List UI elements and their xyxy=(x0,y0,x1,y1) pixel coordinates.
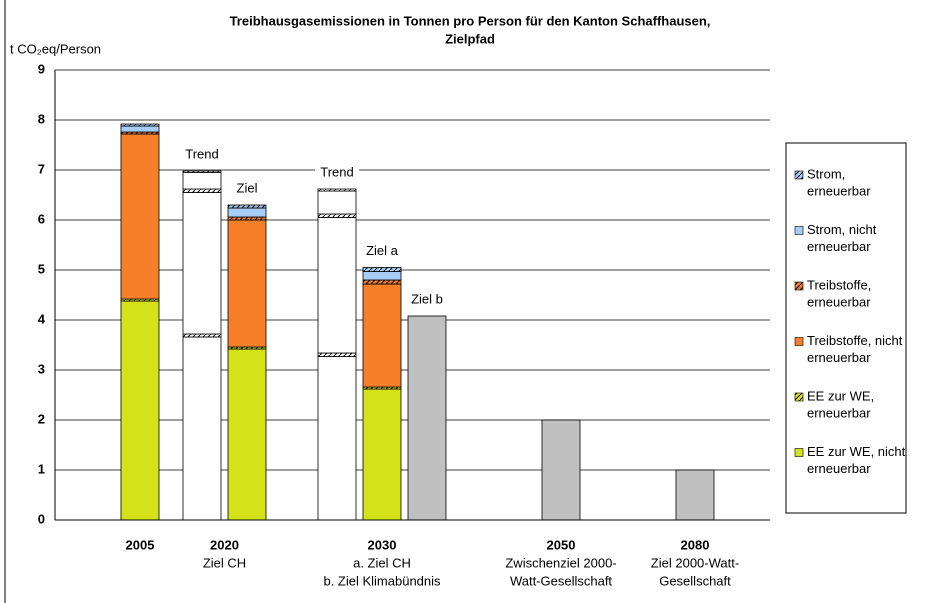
bar-segment-hatch xyxy=(183,334,221,337)
bar-segment xyxy=(227,348,267,521)
bar-segment-hatch xyxy=(183,189,221,193)
bar-label-bg xyxy=(180,147,224,163)
bar-segment-hatch xyxy=(363,280,401,284)
y-tick-label: 3 xyxy=(38,361,45,376)
legend-swatch-hatch xyxy=(795,393,803,401)
bar-segment xyxy=(182,192,222,335)
legend-swatch xyxy=(794,448,804,457)
y-tick-label: 9 xyxy=(38,61,45,76)
target-bar xyxy=(407,315,447,521)
bar-segment xyxy=(182,172,222,190)
legend-label: erneuerbar xyxy=(807,239,871,254)
bar-label-bg xyxy=(360,243,404,260)
x-tick-label: Zwischenziel 2000- xyxy=(505,555,616,570)
legend-label: Strom, nicht xyxy=(807,222,877,237)
bar-label: Trend xyxy=(185,146,218,161)
target-bar xyxy=(541,419,581,521)
bar-segment-hatch xyxy=(121,132,159,134)
y-tick-label: 1 xyxy=(38,461,45,476)
bar-label: Ziel b xyxy=(411,291,443,306)
legend-label: erneuerbar xyxy=(807,461,871,476)
legend-label: Treibstoffe, xyxy=(807,277,871,292)
legend-label: EE zur WE, xyxy=(807,388,874,403)
x-tick-label: Watt-Gesellschaft xyxy=(510,573,612,588)
x-tick-label: Ziel 2000-Watt- xyxy=(651,555,739,570)
bar-segment xyxy=(227,219,267,348)
bar-segment xyxy=(120,125,160,133)
bar-segment-hatch xyxy=(228,217,266,220)
y-tick-label: 7 xyxy=(38,161,45,176)
chart-title: Treibhausgasemissionen in Tonnen pro Per… xyxy=(230,13,711,28)
x-tick-label: 2005 xyxy=(126,537,155,552)
target-bar xyxy=(675,469,715,521)
chart-title: Zielpfad xyxy=(445,31,495,46)
bar-segment xyxy=(182,336,222,521)
legend xyxy=(785,142,907,514)
bar-label-bg xyxy=(315,165,359,181)
bar-segment-hatch xyxy=(121,124,159,126)
legend-label: EE zur WE, nicht xyxy=(807,444,906,459)
bar-label-bg xyxy=(225,181,269,197)
bar-segment-hatch xyxy=(121,299,159,301)
bar-segment-hatch xyxy=(183,171,221,173)
x-tick-label: 2050 xyxy=(547,537,576,552)
x-tick-label: Gesellschaft xyxy=(659,573,731,588)
x-tick-label: 2080 xyxy=(681,537,710,552)
bar-segment-hatch xyxy=(228,205,266,208)
bar-segment xyxy=(362,271,402,281)
y-tick-label: 6 xyxy=(38,211,45,226)
bar-segment xyxy=(227,207,267,218)
bar-segment-hatch xyxy=(228,347,266,349)
bar-label-bg xyxy=(405,292,449,308)
bar-segment xyxy=(317,217,357,354)
bar-label: Ziel a xyxy=(366,243,399,258)
x-tick-label: 2020 xyxy=(210,537,239,552)
legend-swatch xyxy=(794,226,804,235)
bar-segment xyxy=(317,190,357,215)
legend-label: erneuerbar xyxy=(807,183,871,198)
bar-label: Ziel xyxy=(237,180,258,195)
legend-label: erneuerbar xyxy=(807,350,871,365)
y-tick-label: 0 xyxy=(38,511,45,526)
bar-segment xyxy=(120,300,160,521)
bar-label: Trend xyxy=(320,164,353,179)
legend-swatch-hatch xyxy=(795,171,803,179)
y-tick-label: 2 xyxy=(38,411,45,426)
legend-label: Treibstoffe, nicht xyxy=(807,333,903,348)
y-tick-label: 5 xyxy=(38,261,45,276)
x-tick-label: 2030 xyxy=(368,537,397,552)
bar-segment xyxy=(317,356,357,521)
bar-segment xyxy=(362,388,402,521)
y-tick-label: 4 xyxy=(38,311,46,326)
x-tick-label: a. Ziel CH xyxy=(353,555,411,570)
bar-segment-hatch xyxy=(318,353,356,357)
bar-segment-hatch xyxy=(318,214,356,218)
legend-label: erneuerbar xyxy=(807,405,871,420)
bar-segment xyxy=(120,133,160,300)
y-tick-label: 8 xyxy=(38,111,45,126)
bar-segment xyxy=(362,283,402,388)
legend-label: erneuerbar xyxy=(807,294,871,309)
legend-swatch xyxy=(794,337,804,346)
y-axis-label: t CO₂eq/Person xyxy=(10,41,101,56)
bar-segment-hatch xyxy=(318,189,356,191)
legend-swatch-hatch xyxy=(795,282,803,290)
x-tick-label: b. Ziel Klimabündnis xyxy=(323,573,441,588)
bar-segment-hatch xyxy=(363,387,401,389)
legend-label: Strom, xyxy=(807,166,845,181)
bar-segment-hatch xyxy=(363,267,401,272)
x-tick-label: Ziel CH xyxy=(203,555,246,570)
